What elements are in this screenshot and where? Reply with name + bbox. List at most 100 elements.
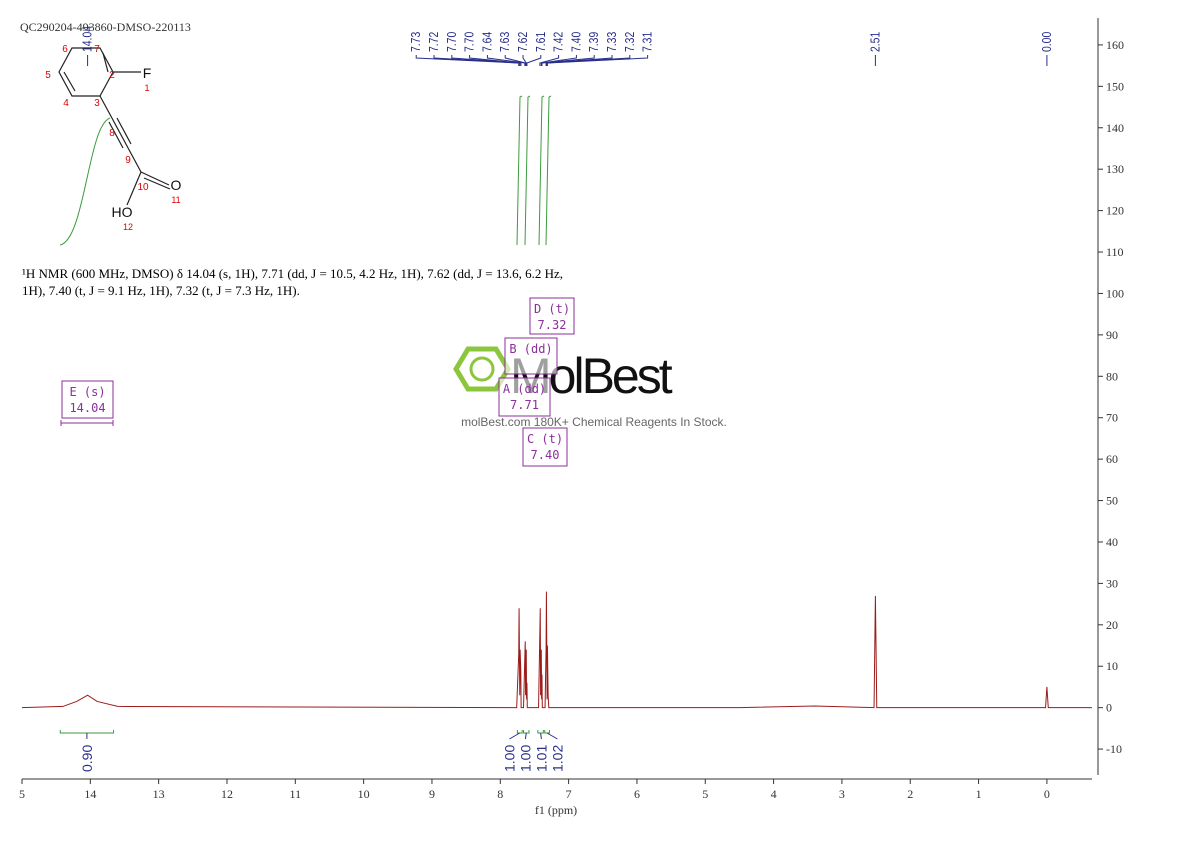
multiplet-label: D (t) [534,302,570,316]
y-tick-label: 150 [1106,79,1124,93]
y-tick-label: 100 [1106,286,1124,300]
peak-label: 7.61 [534,32,548,52]
peak-connector [469,55,522,66]
integral-bracket [540,732,542,740]
peak-connector [522,55,527,66]
y-tick-label: 0 [1106,701,1112,715]
y-tick-label: 110 [1106,245,1124,259]
integral-bar [516,730,523,734]
peak-connector [541,55,595,66]
description: ¹H NMR (600 MHz, DMSO) δ 14.04 (s, 1H), … [22,266,563,281]
multiplet-shift: 14.04 [69,401,105,415]
watermark [453,346,511,392]
x-tick-label: 13 [153,787,165,801]
atom-symbol: HO [112,204,133,220]
peak-connector [526,55,542,66]
peak-label: 7.32 [623,32,637,52]
peak-label: 7.70 [463,31,477,52]
peak-connector [545,55,613,66]
peak-label: 2.51 [868,32,882,52]
y-tick-label: 60 [1106,452,1118,466]
atom-number: 1 [144,83,149,93]
peak-label: 7.62 [516,32,530,52]
description: 1H), 7.40 (t, J = 9.1 Hz, 1H), 7.32 (t, … [22,283,300,298]
peak-label: 7.42 [552,32,566,52]
x-tick-label: 0 [1044,787,1050,801]
multiplet-box [529,297,575,335]
x-tick-label: 5 [19,787,25,801]
integral-label: 1.02 [549,745,565,772]
x-tick-label: 11 [290,787,302,801]
molecule-bonds [58,47,171,206]
x-tick-label: 4 [771,787,777,801]
peak-label: 7.73 [409,31,423,52]
multiplet-shift: 7.32 [538,318,567,332]
atom-number: 12 [123,222,133,232]
integral-label: 1.00 [501,745,517,772]
y-tick-label: 90 [1106,328,1118,342]
y-tick-label: 130 [1106,162,1124,176]
peak-label: 7.33 [605,31,619,52]
atom-number: 6 [62,44,68,55]
peak-label: 7.39 [587,32,601,52]
atom-number: 8 [109,128,115,139]
multiplet-box [522,427,568,467]
atom-number: 9 [125,155,131,166]
atom-number: 7 [94,44,100,55]
peak-label: 7.40 [569,31,583,52]
integral-bar [59,730,115,734]
multiplet-shift: 7.40 [531,448,560,462]
y-tick-label: 10 [1106,659,1118,673]
atom-number: 11 [171,195,180,205]
atom-symbol: O [171,177,182,193]
x-tick-label: 2 [907,787,913,801]
peak-connector [504,55,527,66]
integral-bar [523,730,530,734]
x-tick-label: 9 [429,787,435,801]
multiplet-label: A (dd) [503,382,546,396]
integral-label: 0.90 [79,745,95,772]
multiplet-range [60,420,114,426]
y-tick-label: 120 [1106,204,1124,218]
x-tick-label: 6 [634,787,640,801]
multiplet-label: B (dd) [509,342,552,356]
integral-label: 1.01 [533,745,549,772]
x-tick-label: 1 [976,787,982,801]
peak-connector [433,55,520,66]
x-axis-title: f1 (ppm) [535,803,577,817]
peak-connector [539,55,560,66]
multiplet-shift: 7.71 [510,398,539,412]
integral-bar [544,730,550,734]
integral-bracket [524,732,527,740]
x-tick-label: 14 [84,787,96,801]
chart-title: QC290204-493860-DMSO-220113 [20,20,191,34]
integral-bracket [546,732,558,740]
peak-label: 0.00 [1040,31,1054,52]
multiplet-label: C (t) [527,432,563,446]
x-tick-label: 7 [566,787,572,801]
integral-bar [537,730,544,734]
peak-connector [546,55,649,66]
integral-label: 1.00 [517,745,533,772]
y-tick-label: 70 [1106,411,1118,425]
y-tick-label: 40 [1106,535,1118,549]
peak-connector [486,55,526,66]
spectrum-line [21,591,1092,709]
x-tick-label: 12 [221,787,233,801]
y-tick-label: 20 [1106,618,1118,632]
peak-label: 7.70 [445,31,459,52]
x-tick-label: 5 [702,787,708,801]
peak-label: 7.31 [641,32,655,52]
y-tick-label: 140 [1106,121,1124,135]
x-tick-label: 8 [497,787,503,801]
atom-number: 2 [109,70,115,81]
atom-number: 10 [137,182,149,193]
atom-number: 4 [63,98,69,109]
multiplet-box [504,337,558,375]
atom-symbol: F [143,65,152,81]
peak-label: 7.64 [480,31,494,52]
multiplet-box [61,380,114,419]
atom-number: 5 [45,70,51,81]
y-tick-label: 80 [1106,369,1118,383]
